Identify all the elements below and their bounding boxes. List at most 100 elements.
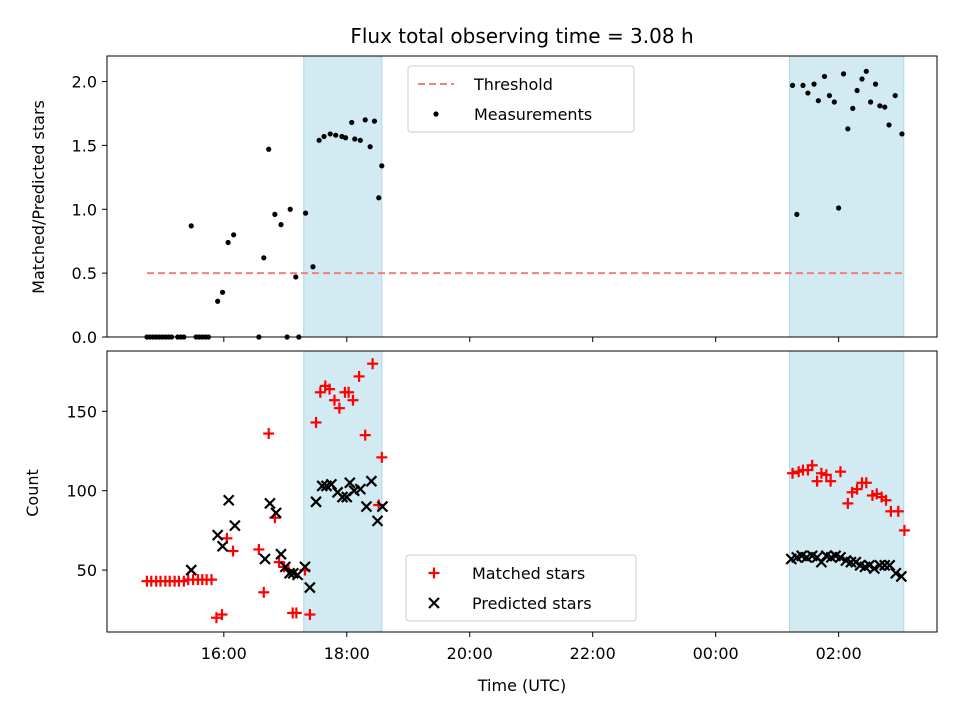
x-stroke-b	[874, 559, 886, 572]
matched-star-point	[290, 607, 302, 619]
matched-star-point	[820, 469, 832, 481]
x-stroke-b	[325, 478, 338, 491]
matched-star-point	[806, 459, 818, 471]
x-stroke-b	[428, 597, 440, 609]
measurement-point	[261, 255, 267, 261]
measurement-point	[800, 82, 806, 88]
x-stroke-b	[287, 567, 300, 580]
x-stroke-b	[275, 548, 287, 560]
matched-star-point	[880, 494, 892, 506]
matched-star-point	[227, 545, 239, 557]
measurement-point	[805, 90, 811, 96]
matched-star-point	[892, 505, 904, 517]
matched-star-point	[210, 612, 222, 624]
measurement-point	[877, 103, 883, 109]
matched-star-point	[206, 574, 218, 586]
x-stroke-b	[211, 529, 224, 541]
measurement-point	[886, 122, 892, 128]
predicted-star-point	[222, 494, 235, 507]
matched-star-point	[825, 475, 837, 487]
x-stroke-b	[185, 564, 198, 576]
predicted-star-point	[365, 475, 378, 487]
matched-star-point	[333, 402, 345, 414]
bottom-observing-window	[303, 350, 383, 633]
top-y-tick-label: 1.5	[72, 136, 97, 155]
x-stroke-b	[270, 507, 282, 519]
legend-measurement-swatch	[433, 111, 439, 117]
matched-star-point	[343, 386, 355, 398]
measurement-point	[219, 289, 226, 295]
x-stroke-b	[878, 559, 891, 572]
measurement-point	[845, 126, 851, 132]
x-stroke-b	[845, 556, 857, 568]
measurement-point	[850, 105, 856, 111]
x-stroke-b	[354, 483, 367, 495]
x-stroke-b	[795, 550, 808, 562]
measurement-point	[316, 137, 322, 143]
measurement-point	[349, 119, 355, 126]
x-tick-label: 02:00	[816, 644, 862, 663]
x-stroke-b	[371, 515, 384, 527]
x-tick-label: 20:00	[447, 644, 493, 663]
x-tick-label: 22:00	[570, 644, 616, 663]
top-y-tick-label: 0.0	[72, 328, 97, 347]
measurement-point	[371, 118, 378, 124]
measurement-point	[231, 232, 237, 238]
measurement-point	[287, 206, 293, 212]
x-stroke-b	[360, 500, 373, 513]
measurement-point	[872, 81, 879, 87]
predicted-star-point	[304, 581, 316, 594]
matched-star-point	[353, 370, 365, 382]
bottom-y-tick-label: 150	[66, 402, 97, 421]
predicted-star-point	[259, 553, 271, 565]
x-stroke-b	[829, 550, 842, 562]
x-stroke-b	[316, 480, 328, 492]
x-tick-label: 16:00	[201, 644, 247, 663]
top-y-tick-label: 2.0	[72, 73, 97, 92]
bottom-panel: 50 100 150 16:00 18:00 20:00 22:00 00:00 02:00 Ma…	[66, 350, 938, 663]
measurement-point	[854, 87, 860, 94]
legend-label: Measurements	[474, 105, 592, 124]
predicted-star-point	[185, 564, 198, 576]
measurement-point	[357, 137, 363, 143]
measurement-point	[882, 104, 888, 110]
matched-star-point	[216, 609, 228, 621]
matched-star-point	[787, 467, 799, 479]
predicted-star-point	[264, 497, 276, 510]
matched-star-point	[376, 451, 388, 463]
predicted-star-point	[834, 551, 847, 564]
predicted-star-point	[310, 496, 322, 508]
legend-label: Threshold	[473, 75, 553, 94]
top-y-axis-label: Matched/Predicted stars	[29, 100, 48, 294]
measurement-point	[811, 81, 817, 87]
predicted-star-point	[376, 500, 389, 513]
measurement-point	[215, 298, 221, 304]
measurement-point	[859, 76, 865, 82]
predicted-star-point	[316, 480, 328, 492]
legend-predicted-swatch	[428, 597, 440, 609]
x-stroke-b	[365, 475, 378, 487]
top-panel: 0.0 0.5 1.0 1.5 2.0 Threshold Measurements	[72, 55, 938, 347]
predicted-star-point	[878, 559, 891, 572]
top-axes-frame	[106, 55, 938, 338]
top-y-tick-label: 1.0	[72, 200, 97, 219]
measurement-point	[863, 68, 869, 74]
legend-box	[407, 65, 635, 133]
measurement-point	[868, 99, 874, 105]
predicted-star-point	[275, 548, 287, 560]
matched-star-point	[328, 394, 340, 406]
x-stroke-b	[279, 561, 292, 573]
x-stroke-b	[310, 496, 322, 508]
predicted-star-point	[344, 476, 356, 489]
x-stroke-b	[264, 497, 276, 510]
measurement-point	[188, 223, 194, 229]
x-stroke-b	[229, 519, 241, 532]
x-stroke-b	[344, 476, 356, 489]
predicted-star-point	[354, 483, 367, 495]
predicted-star-point	[890, 567, 902, 580]
measurement-point	[278, 222, 284, 228]
legend-label: Matched stars	[472, 564, 585, 583]
measurement-point	[815, 98, 821, 104]
matched-star-point	[304, 609, 316, 621]
predicted-star-point	[325, 478, 338, 491]
